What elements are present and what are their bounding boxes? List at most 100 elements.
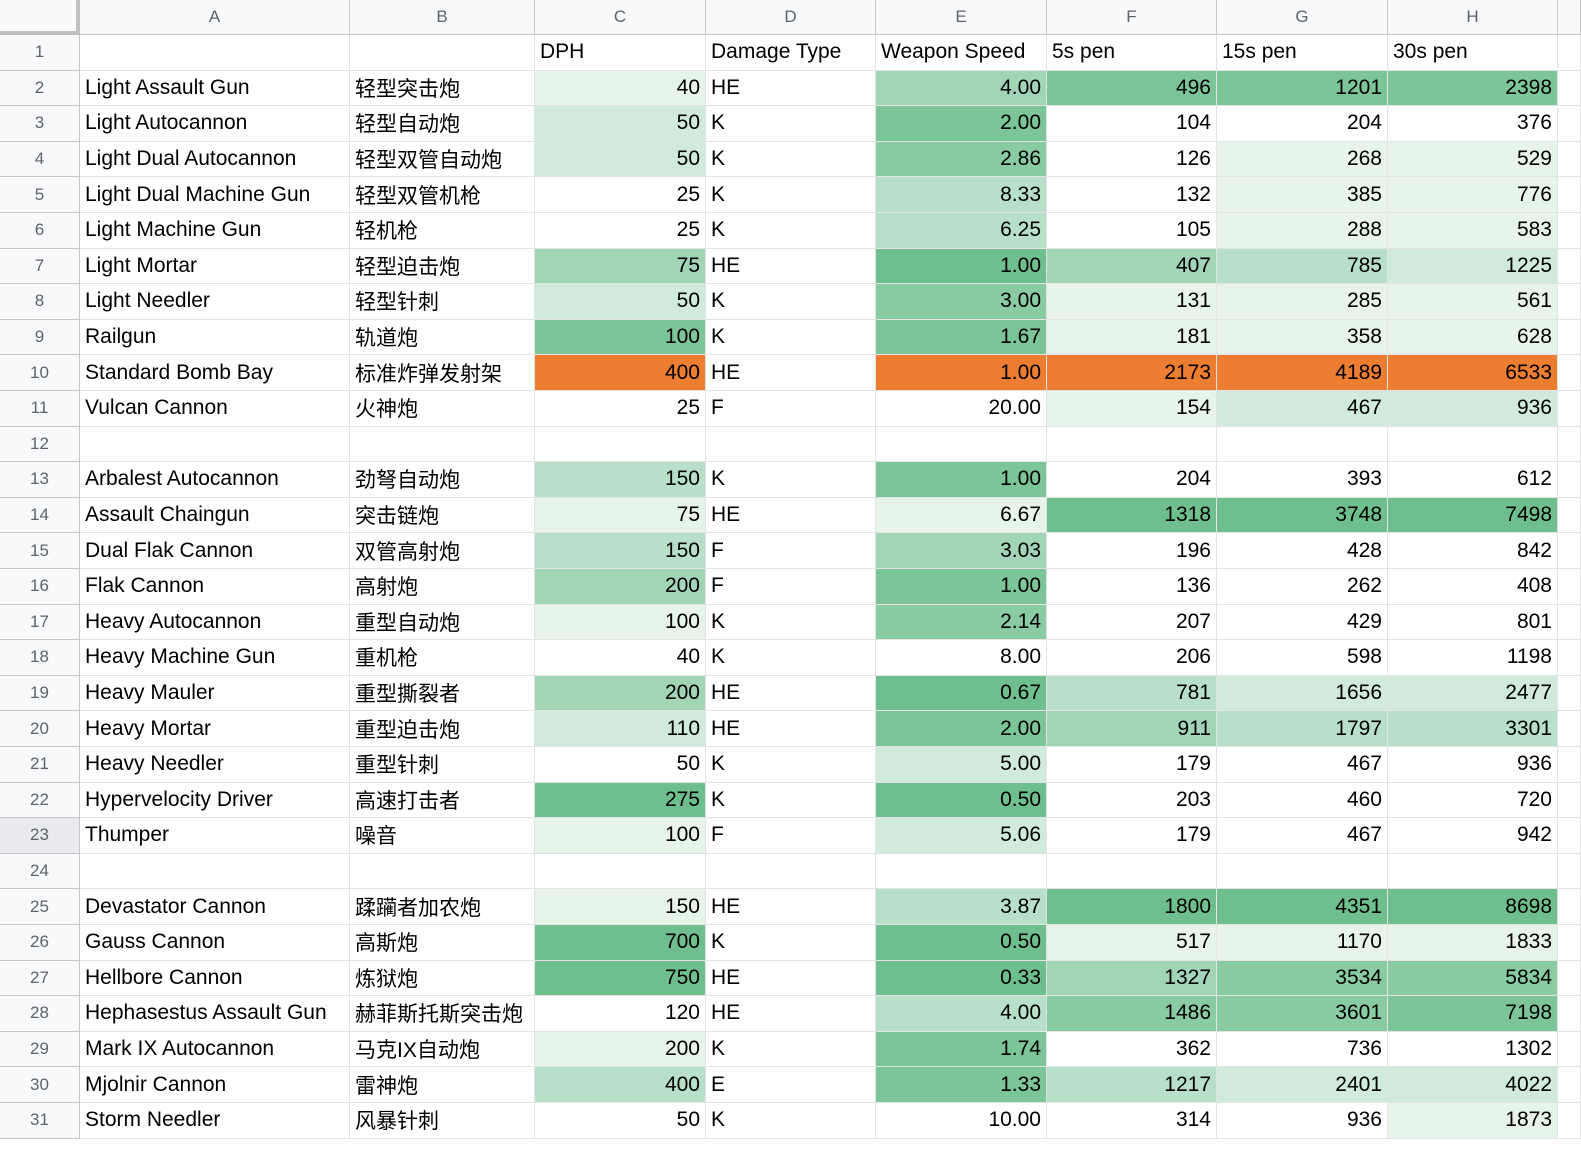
empty-cell[interactable] [80,426,350,463]
row-header[interactable]: 13 [0,462,80,498]
table-cell-speed[interactable]: 6.25 [876,213,1047,249]
table-cell-p30[interactable]: 1833 [1388,925,1558,961]
table-cell-dph[interactable]: 50 [535,106,706,142]
table-cell-p15[interactable]: 1201 [1217,70,1388,107]
table-cell-p5[interactable]: 1327 [1047,960,1217,997]
table-cell-speed[interactable]: 8.00 [876,640,1047,676]
row-header[interactable]: 22 [0,782,80,819]
table-cell-type[interactable]: K [706,177,876,213]
row-header[interactable]: 8 [0,284,80,320]
table-cell-speed[interactable]: 1.74 [876,1031,1047,1068]
table-cell-dph[interactable]: 200 [535,675,706,712]
table-cell-speed[interactable]: 3.87 [876,889,1047,925]
empty-cell[interactable] [876,853,1047,890]
table-cell-p5[interactable]: 407 [1047,248,1217,285]
table-cell-p5[interactable]: 1486 [1047,996,1217,1032]
table-cell-p15[interactable]: 467 [1217,391,1388,427]
table-cell-type[interactable]: K [706,782,876,819]
table-cell-dph[interactable]: 700 [535,925,706,961]
table-cell-type[interactable]: HE [706,675,876,712]
table-cell-p15[interactable]: 460 [1217,782,1388,819]
table-cell-speed[interactable]: 1.33 [876,1067,1047,1103]
row-header[interactable]: 17 [0,604,80,641]
table-cell-dph[interactable]: 40 [535,640,706,676]
table-cell-type[interactable]: K [706,1031,876,1068]
column-header-g[interactable]: G [1217,0,1388,35]
empty-cell[interactable] [706,426,876,463]
table-cell-dph[interactable]: 50 [535,141,706,178]
row-header[interactable]: 18 [0,640,80,676]
table-cell-type[interactable]: E [706,1067,876,1103]
table-cell-p15[interactable]: 393 [1217,462,1388,498]
header-cell-a[interactable] [80,35,350,71]
table-cell-type[interactable]: HE [706,248,876,285]
table-cell-dph[interactable]: 400 [535,1067,706,1103]
table-cell-type[interactable]: K [706,462,876,498]
column-header-f[interactable]: F [1047,0,1217,35]
header-cell-g[interactable]: 15s pen [1217,35,1388,71]
table-cell-dph[interactable]: 25 [535,177,706,213]
table-cell-p5[interactable]: 781 [1047,675,1217,712]
table-cell-cn[interactable]: 赫菲斯托斯突击炮 [350,996,535,1032]
empty-cell[interactable] [80,853,350,890]
row-header[interactable]: 12 [0,426,80,463]
table-cell-name[interactable]: Heavy Mauler [80,675,350,712]
table-cell-p5[interactable]: 206 [1047,640,1217,676]
table-cell-dph[interactable]: 50 [535,284,706,320]
table-cell-p30[interactable]: 529 [1388,141,1558,178]
empty-cell[interactable] [1047,426,1217,463]
table-cell-p5[interactable]: 314 [1047,1103,1217,1139]
empty-cell[interactable] [876,426,1047,463]
table-cell-p5[interactable]: 207 [1047,604,1217,641]
table-cell-cn[interactable]: 重机枪 [350,640,535,676]
empty-cell[interactable] [1217,853,1388,890]
table-cell-p15[interactable]: 288 [1217,213,1388,249]
row-header[interactable]: 31 [0,1103,80,1139]
table-cell-p30[interactable]: 376 [1388,106,1558,142]
table-cell-p15[interactable]: 4189 [1217,355,1388,391]
table-cell-name[interactable]: Light Assault Gun [80,70,350,107]
table-cell-name[interactable]: Devastator Cannon [80,889,350,925]
table-cell-name[interactable]: Flak Cannon [80,569,350,605]
table-cell-speed[interactable]: 1.00 [876,462,1047,498]
table-cell-type[interactable]: HE [706,996,876,1032]
table-cell-p15[interactable]: 3534 [1217,960,1388,997]
table-cell-dph[interactable]: 750 [535,960,706,997]
table-cell-name[interactable]: Light Machine Gun [80,213,350,249]
table-cell-name[interactable]: Railgun [80,319,350,356]
table-cell-dph[interactable]: 25 [535,213,706,249]
row-header[interactable]: 9 [0,319,80,356]
table-cell-speed[interactable]: 2.86 [876,141,1047,178]
table-cell-speed[interactable]: 2.00 [876,711,1047,747]
table-cell-p30[interactable]: 5834 [1388,960,1558,997]
table-cell-type[interactable]: K [706,747,876,783]
column-header-a[interactable]: A [80,0,350,35]
empty-cell[interactable] [1047,853,1217,890]
table-cell-p30[interactable]: 1225 [1388,248,1558,285]
table-cell-speed[interactable]: 5.06 [876,818,1047,854]
table-cell-p15[interactable]: 4351 [1217,889,1388,925]
table-cell-p5[interactable]: 136 [1047,569,1217,605]
column-header-c[interactable]: C [535,0,706,35]
table-cell-type[interactable]: HE [706,711,876,747]
table-cell-type[interactable]: F [706,818,876,854]
row-header[interactable]: 15 [0,533,80,569]
table-cell-p30[interactable]: 583 [1388,213,1558,249]
table-cell-cn[interactable]: 轻型双管机枪 [350,177,535,213]
table-cell-p5[interactable]: 196 [1047,533,1217,569]
row-header[interactable]: 16 [0,569,80,605]
row-header[interactable]: 11 [0,391,80,427]
table-cell-p30[interactable]: 628 [1388,319,1558,356]
row-header[interactable]: 30 [0,1067,80,1103]
table-cell-p15[interactable]: 736 [1217,1031,1388,1068]
row-header[interactable]: 6 [0,213,80,249]
table-cell-p15[interactable]: 428 [1217,533,1388,569]
table-cell-p30[interactable]: 2477 [1388,675,1558,712]
table-cell-cn[interactable]: 蹂躏者加农炮 [350,889,535,925]
table-cell-p15[interactable]: 785 [1217,248,1388,285]
table-cell-type[interactable]: HE [706,889,876,925]
table-cell-p30[interactable]: 1873 [1388,1103,1558,1139]
empty-cell[interactable] [350,853,535,890]
table-cell-speed[interactable]: 4.00 [876,996,1047,1032]
row-header[interactable]: 4 [0,141,80,178]
